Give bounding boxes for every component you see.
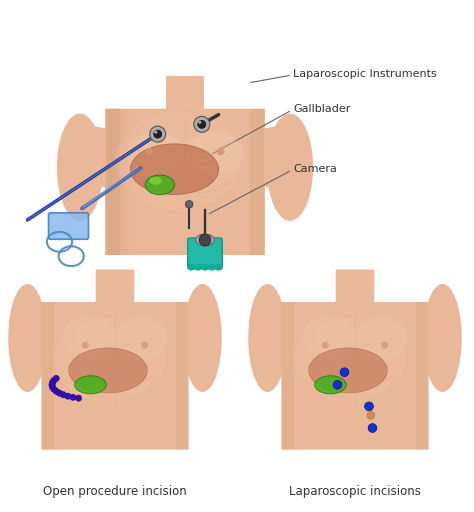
Circle shape [154,131,157,134]
FancyBboxPatch shape [48,213,89,239]
FancyBboxPatch shape [282,302,428,450]
Ellipse shape [126,132,185,175]
Circle shape [368,423,377,432]
Text: Open procedure incision: Open procedure incision [43,485,187,499]
Circle shape [154,130,162,138]
Circle shape [381,342,388,349]
Circle shape [217,148,225,156]
Ellipse shape [53,316,167,403]
Circle shape [53,388,59,394]
Ellipse shape [201,264,209,271]
Ellipse shape [214,264,223,271]
Circle shape [82,342,89,349]
FancyBboxPatch shape [176,302,189,450]
Circle shape [51,386,57,392]
FancyBboxPatch shape [416,302,428,450]
Ellipse shape [293,316,407,403]
Ellipse shape [208,264,216,271]
Ellipse shape [63,316,115,359]
Circle shape [60,392,66,398]
Circle shape [49,384,55,390]
Circle shape [365,402,374,411]
Text: Gallblader: Gallblader [293,104,350,114]
Circle shape [199,234,211,246]
Ellipse shape [248,284,287,392]
Circle shape [75,395,82,401]
Circle shape [322,342,329,349]
Ellipse shape [302,316,355,359]
FancyBboxPatch shape [250,109,265,255]
Circle shape [198,121,201,124]
Circle shape [194,116,210,132]
Circle shape [53,375,59,381]
Ellipse shape [183,284,222,392]
FancyBboxPatch shape [96,270,134,314]
FancyBboxPatch shape [42,302,54,450]
Circle shape [51,377,57,383]
Ellipse shape [423,284,462,392]
Ellipse shape [115,316,167,359]
Circle shape [70,394,76,400]
Ellipse shape [149,177,162,185]
FancyBboxPatch shape [42,302,189,450]
Circle shape [146,148,153,156]
Ellipse shape [194,264,202,271]
Polygon shape [265,122,307,197]
Text: Camera: Camera [293,164,337,174]
FancyBboxPatch shape [336,270,374,314]
FancyBboxPatch shape [105,109,265,255]
Ellipse shape [8,284,47,392]
Circle shape [340,368,349,376]
FancyBboxPatch shape [109,109,117,255]
Circle shape [141,342,148,349]
Circle shape [49,381,55,388]
Ellipse shape [185,132,244,175]
Text: Laparoscopic incisions: Laparoscopic incisions [289,485,421,499]
Circle shape [49,379,55,386]
Polygon shape [63,122,105,197]
Ellipse shape [116,111,242,212]
Circle shape [198,120,206,129]
Ellipse shape [75,376,106,394]
Text: Laparoscopic Instruments: Laparoscopic Instruments [293,69,437,79]
Ellipse shape [57,114,103,221]
Circle shape [367,412,374,419]
Circle shape [333,380,342,389]
Ellipse shape [69,348,147,393]
Ellipse shape [309,348,387,393]
FancyBboxPatch shape [188,238,222,267]
FancyBboxPatch shape [105,109,114,255]
Circle shape [56,390,63,396]
Ellipse shape [355,316,408,359]
Ellipse shape [315,376,346,394]
FancyBboxPatch shape [282,302,294,450]
Ellipse shape [145,175,174,195]
Ellipse shape [130,144,219,195]
Ellipse shape [187,264,196,271]
FancyBboxPatch shape [105,109,120,255]
Circle shape [150,126,166,142]
Circle shape [65,393,71,399]
Ellipse shape [267,114,313,221]
FancyBboxPatch shape [166,76,204,119]
Circle shape [185,201,193,208]
Ellipse shape [196,234,214,246]
